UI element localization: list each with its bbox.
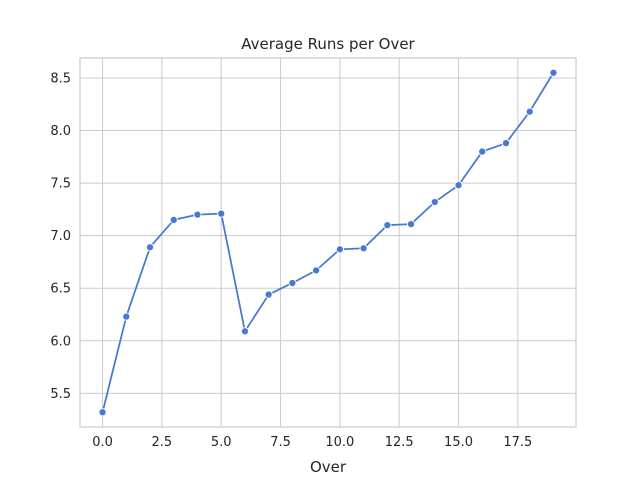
data-point — [217, 209, 226, 218]
x-tick-label: 0.0 — [92, 435, 113, 450]
data-point — [525, 107, 534, 116]
x-tick-label: 12.5 — [385, 435, 414, 450]
data-point — [288, 278, 297, 288]
x-axis-label: Over — [310, 458, 347, 476]
data-point — [193, 210, 202, 219]
data-point — [501, 139, 511, 148]
data-point — [549, 68, 558, 77]
data-point — [359, 244, 368, 253]
x-tick-label: 7.5 — [270, 435, 291, 450]
x-tick-label: 15.0 — [444, 435, 473, 450]
x-tick-label: 10.0 — [325, 435, 354, 450]
data-point — [407, 220, 416, 229]
data-point — [478, 147, 487, 156]
x-tick-labels: 0.0 2.5 5.0 7.5 10.0 12.5 15.0 17.5 — [92, 435, 532, 450]
data-point — [98, 408, 107, 417]
data-point — [145, 243, 155, 252]
data-point — [122, 312, 131, 321]
y-tick-label: 8.5 — [50, 71, 71, 86]
data-point — [454, 181, 463, 190]
x-tick-label: 2.5 — [152, 435, 173, 450]
data-point — [383, 221, 392, 230]
y-tick-label: 6.5 — [50, 282, 71, 297]
data-point — [264, 290, 273, 299]
y-tick-label: 8.0 — [50, 124, 71, 139]
series-line — [101, 72, 555, 413]
series-layer — [98, 68, 558, 417]
x-tick-label: 17.5 — [503, 435, 532, 450]
data-point — [240, 327, 249, 336]
chart-title: Average Runs per Over — [241, 35, 415, 53]
data-point — [335, 245, 344, 254]
y-tick-label: 6.0 — [50, 334, 71, 349]
data-point — [430, 197, 439, 207]
y-tick-label: 7.0 — [50, 229, 71, 244]
data-point — [169, 215, 178, 224]
data-point — [312, 266, 321, 275]
x-tick-label: 5.0 — [211, 435, 232, 450]
grid — [80, 58, 576, 427]
y-tick-label: 7.5 — [50, 177, 71, 192]
y-tick-labels: 5.5 6.0 6.5 7.0 7.5 8.0 8.5 — [50, 71, 71, 401]
y-tick-label: 5.5 — [50, 387, 71, 402]
plot-frame — [79, 57, 577, 428]
